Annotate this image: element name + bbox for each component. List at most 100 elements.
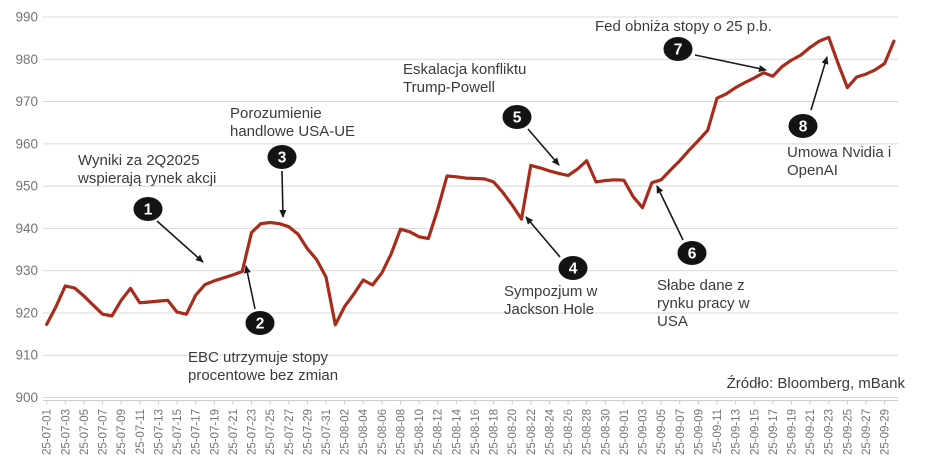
annotation-number: 8 xyxy=(799,118,808,135)
y-axis-label: 920 xyxy=(15,305,38,320)
x-axis-label: 25-07-01 xyxy=(42,409,54,455)
annotation-arrow xyxy=(527,128,560,166)
x-axis-label: 25-08-22 xyxy=(526,409,538,455)
x-axis-label: 25-07-11 xyxy=(135,409,147,454)
x-axis-label: 25-08-14 xyxy=(451,408,463,455)
annotation-1: 1 Wyniki za 2Q2025 wspierają rynek akcji xyxy=(77,152,216,263)
annotation-arrow xyxy=(279,170,287,218)
x-axis-label: 25-09-21 xyxy=(805,409,817,455)
y-axis-label: 980 xyxy=(15,52,38,67)
annotation-number: 2 xyxy=(256,315,265,332)
y-axis-label: 940 xyxy=(15,221,38,236)
annotation-arrow xyxy=(525,216,561,258)
x-axis-label: 25-07-03 xyxy=(60,409,72,455)
annotation-marker xyxy=(245,311,275,335)
annotation-number: 7 xyxy=(674,41,683,58)
y-axis-label: 990 xyxy=(15,10,38,25)
x-axis-label: 25-09-09 xyxy=(693,409,705,455)
x-axis-label: 25-08-04 xyxy=(358,408,370,455)
annotation-marker xyxy=(677,241,707,265)
annotation-2: 2 EBC utrzymuje stopy procentowe bez zmian xyxy=(188,265,338,384)
x-axis-label: 25-08-16 xyxy=(470,409,482,455)
x-axis-label: 25-07-23 xyxy=(247,409,259,455)
x-axis-label: 25-08-08 xyxy=(395,409,407,455)
x-axis-label: 25-08-06 xyxy=(377,409,389,455)
annotation-arrow xyxy=(656,185,684,241)
x-axis-label: 25-07-09 xyxy=(116,409,128,455)
annotation-3: 3 Porozumienie handlowe USA-UE xyxy=(230,105,355,218)
y-axis-label: 950 xyxy=(15,179,38,194)
x-axis-label: 25-09-07 xyxy=(675,409,687,455)
annotation-label: Sympozjum w Jackson Hole xyxy=(504,283,598,318)
x-axis-label: 25-07-27 xyxy=(284,409,296,455)
annotation-marker xyxy=(663,37,693,61)
annotation-label: Fed obniża stopy o 25 p.b. xyxy=(595,18,772,35)
x-axis-label: 25-07-15 xyxy=(172,409,184,455)
x-axis-label: 25-09-15 xyxy=(749,409,761,455)
y-axis-label: 900 xyxy=(15,390,38,405)
x-axis-label: 25-08-28 xyxy=(582,409,594,455)
annotation-arrow xyxy=(244,265,256,310)
x-axis-label: 25-07-07 xyxy=(98,409,110,455)
x-axis-label: 25-08-12 xyxy=(433,409,445,455)
annotation-arrow xyxy=(694,54,767,72)
x-axis-label: 25-09-03 xyxy=(638,409,650,455)
y-axis-label: 930 xyxy=(15,263,38,278)
annotation-marker xyxy=(133,197,163,221)
annotation-number: 1 xyxy=(144,201,153,218)
annotation-arrow xyxy=(810,56,829,111)
annotation-marker xyxy=(502,105,532,129)
annotation-marker xyxy=(558,256,588,280)
source-label: Źródło: Bloomberg, mBank xyxy=(726,375,905,392)
annotation-8: 8 Umowa Nvidia i OpenAI xyxy=(787,56,891,179)
annotation-marker xyxy=(788,114,818,138)
x-axis-label: 25-07-17 xyxy=(191,409,203,455)
x-axis-label: 25-07-05 xyxy=(79,409,91,455)
annotation-label: Wyniki za 2Q2025 wspierają rynek akcji xyxy=(77,152,216,187)
annotation-4: 4 Sympozjum w Jackson Hole xyxy=(504,216,598,318)
y-axis-label: 910 xyxy=(15,348,38,363)
x-axis-label: 25-08-02 xyxy=(340,409,352,455)
x-axis-label: 25-08-18 xyxy=(489,409,501,455)
y-axis-label: 970 xyxy=(15,94,38,109)
annotation-number: 5 xyxy=(513,109,522,126)
x-axis-label: 25-09-17 xyxy=(768,409,780,455)
x-axis-label: 25-08-24 xyxy=(544,408,556,455)
x-axis-label: 25-08-30 xyxy=(600,409,612,455)
annotation-marker xyxy=(267,145,297,169)
annotation-5: 5 Eskalacja konfliktu Trump-Powell xyxy=(403,61,560,166)
x-axis-label: 25-09-19 xyxy=(787,409,799,455)
annotation-label: EBC utrzymuje stopy procentowe bez zmian xyxy=(188,349,338,384)
x-axis-label: 25-08-10 xyxy=(414,409,426,455)
annotation-arrow xyxy=(156,220,204,263)
annotation-6: 6 Słabe dane z rynku pracy w USA xyxy=(656,185,750,330)
annotation-number: 3 xyxy=(278,149,287,166)
annotation-label: Porozumienie handlowe USA-UE xyxy=(230,105,355,140)
annotation-7: 7 Fed obniża stopy o 25 p.b. xyxy=(595,18,772,72)
x-axis-label: 25-09-01 xyxy=(619,409,631,455)
x-axis-label: 25-09-05 xyxy=(656,409,668,455)
x-axis-label: 25-08-20 xyxy=(507,409,519,455)
x-axis-label: 25-09-29 xyxy=(880,409,892,455)
x-axis-label: 25-07-25 xyxy=(265,409,277,455)
annotation-label: Słabe dane z rynku pracy w USA xyxy=(657,277,750,330)
x-axis-label: 25-07-19 xyxy=(209,409,221,455)
x-axis-label: 25-07-13 xyxy=(153,409,165,455)
x-axis-label: 25-09-27 xyxy=(861,409,873,455)
x-axis-label: 25-09-13 xyxy=(731,409,743,455)
x-axis-label: 25-08-26 xyxy=(563,409,575,455)
annotation-number: 4 xyxy=(569,260,578,277)
x-axis-label: 25-07-21 xyxy=(228,409,240,455)
x-axis-label: 25-07-31 xyxy=(321,409,333,455)
x-axis-label: 25-07-29 xyxy=(302,409,314,455)
annotation-label: Eskalacja konfliktu Trump-Powell xyxy=(403,61,526,96)
annotation-label: Umowa Nvidia i OpenAI xyxy=(787,144,891,179)
annotation-number: 6 xyxy=(688,245,697,262)
x-axis-label: 25-09-23 xyxy=(824,409,836,455)
x-axis-label: 25-09-11 xyxy=(712,409,724,454)
y-axis-label: 960 xyxy=(15,136,38,151)
x-axis-label: 25-09-25 xyxy=(842,409,854,455)
price-line xyxy=(45,35,896,327)
